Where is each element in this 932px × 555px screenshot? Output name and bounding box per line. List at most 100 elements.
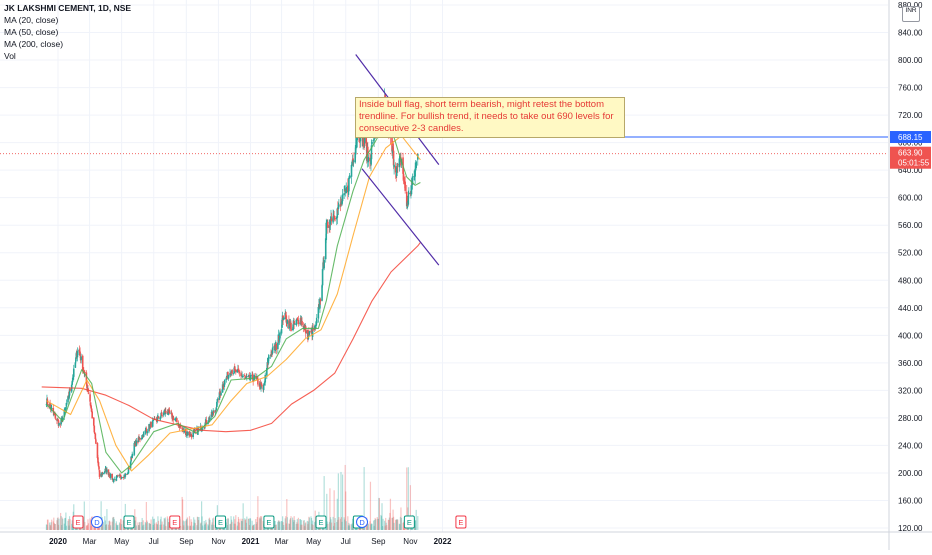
candle-body (328, 225, 331, 229)
candle-body (295, 319, 298, 325)
candle-body (293, 321, 295, 325)
candle-body (219, 391, 221, 394)
chart-annotation[interactable]: Inside bull flag, short term bearish, mi… (355, 97, 625, 138)
volume-bar (363, 467, 365, 530)
ma200-line[interactable] (41, 242, 421, 433)
volume-bar (381, 525, 384, 530)
earnings-marker[interactable] (72, 515, 84, 529)
candle-body (231, 369, 233, 374)
volume-bar (417, 516, 419, 530)
earnings-marker[interactable] (455, 515, 467, 529)
candle-body (326, 220, 329, 223)
candle-body (79, 351, 81, 356)
volume-bar (67, 520, 69, 530)
candle-body (96, 443, 99, 459)
volume-bar (260, 517, 262, 530)
candle-body (74, 362, 77, 368)
earnings-marker[interactable] (403, 515, 415, 529)
volume-bar (231, 521, 233, 530)
volume-bar (50, 522, 52, 530)
earnings-marker[interactable] (263, 515, 275, 529)
volume-bar (56, 518, 59, 530)
volume-bar (391, 517, 394, 530)
indicator-ma50-label[interactable]: MA (50, close) (4, 27, 59, 37)
indicator-volume-label[interactable]: Vol (4, 51, 16, 61)
candle-body (97, 457, 99, 463)
volume-bar (182, 520, 184, 530)
candle-body (297, 319, 299, 321)
volume-bar (213, 517, 215, 530)
candle-body (278, 337, 281, 341)
candle-body (164, 410, 167, 415)
volume-bar (105, 524, 107, 530)
indicator-ma20-label[interactable]: MA (20, close) (4, 15, 59, 25)
volume-bar (86, 525, 88, 530)
candle-body (162, 412, 165, 416)
volume-bar (282, 516, 284, 530)
candle-body (156, 417, 159, 422)
candle-body (338, 205, 340, 207)
earnings-marker[interactable] (169, 515, 181, 529)
candle-body (396, 163, 399, 168)
volume-bar (245, 522, 247, 530)
volume-bar (227, 518, 230, 530)
candle-body (101, 473, 103, 476)
volume-bar (137, 525, 140, 530)
volume-bar (153, 519, 155, 530)
volume-bar (247, 518, 250, 530)
volume-bar (370, 523, 373, 530)
candle-body (72, 376, 75, 379)
candle-body (205, 419, 208, 424)
candle-body (266, 367, 268, 376)
candle-body (391, 148, 394, 154)
candle-body (159, 416, 162, 419)
volume-bar (200, 522, 202, 530)
candle-body (308, 331, 311, 335)
dividend-marker-label: D (94, 518, 100, 527)
candle-body (286, 319, 289, 324)
candle-body (288, 321, 291, 328)
volume-bar (183, 521, 185, 530)
indicator-ma200-label[interactable]: MA (200, close) (4, 39, 64, 49)
symbol-title[interactable]: JK LAKSHMI CEMENT, 1D, NSE (4, 3, 132, 13)
volume-bar (161, 521, 163, 530)
volume-bar (337, 473, 339, 530)
dividend-marker[interactable] (356, 516, 369, 528)
candle-body (221, 384, 224, 393)
candle-body (69, 388, 71, 391)
candle-body (52, 407, 55, 413)
volume-bar (399, 516, 402, 530)
y-tick-label: 160.00 (898, 496, 923, 505)
volume-bar (161, 524, 163, 530)
earnings-marker[interactable] (215, 515, 227, 529)
volume-bar (240, 520, 243, 530)
volume-bar (64, 518, 66, 530)
volume-bar (384, 525, 386, 530)
earnings-marker[interactable] (123, 515, 135, 529)
volume-bar (58, 518, 60, 530)
volume-bar (402, 522, 404, 530)
dividend-marker[interactable] (90, 516, 103, 528)
candle-body (76, 351, 79, 358)
candle-body (94, 432, 96, 434)
trendline[interactable] (361, 168, 440, 266)
earnings-marker[interactable] (315, 515, 327, 529)
candle-body (181, 427, 183, 430)
y-tick-label: 520.00 (898, 249, 923, 258)
ma50-line[interactable] (46, 135, 421, 472)
candle-body (109, 473, 112, 478)
volume-bar (245, 519, 247, 530)
candle-body (329, 219, 332, 225)
currency-badge[interactable]: INR (902, 6, 920, 22)
volume-bar (327, 523, 329, 530)
candle-body (216, 398, 219, 402)
candle-body (349, 176, 351, 178)
candle-body (192, 432, 194, 437)
volume-bar (378, 497, 380, 530)
volume-bar (248, 518, 250, 530)
volume-bar (225, 522, 227, 530)
candle-body (280, 328, 283, 334)
volume-bar (196, 525, 198, 530)
